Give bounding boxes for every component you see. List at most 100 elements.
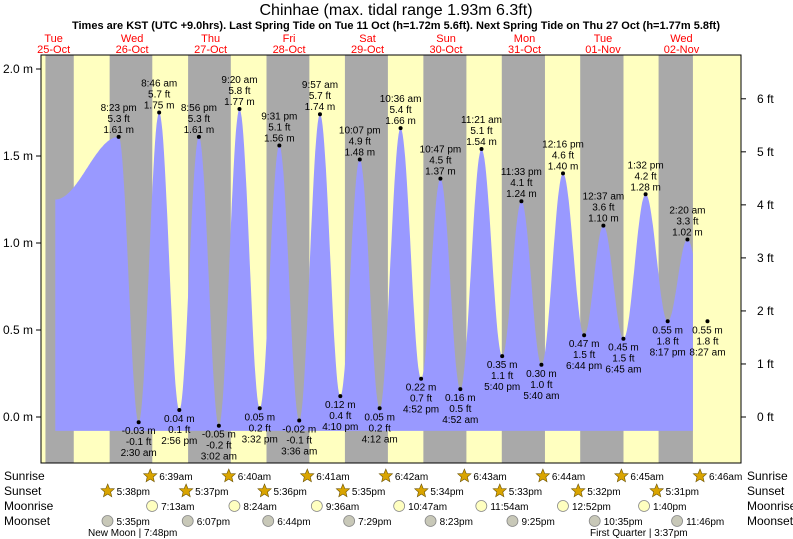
high-tide-time: 10:36 am <box>380 94 422 105</box>
sun-icon <box>614 468 629 483</box>
moonset-time: 8:23pm <box>440 517 473 528</box>
high-tide-time: 10:07 pm <box>339 125 381 136</box>
high-tide-time: 8:23 pm <box>101 103 137 114</box>
low-tide-metres: -0.03 m <box>122 426 156 437</box>
moonset-time: 10:35pm <box>604 517 643 528</box>
high-tide-time: 9:20 am <box>221 75 257 86</box>
sunset-time: 5:36pm <box>274 487 307 498</box>
high-tide-point <box>277 143 282 148</box>
low-tide-point <box>665 319 670 324</box>
low-tide-metres: 0.35 m <box>487 360 518 371</box>
low-tide-metres: 0.55 m <box>652 325 683 336</box>
high-tide-feet: 5.4 ft <box>389 105 411 116</box>
low-tide-feet: 0.7 ft <box>410 394 432 405</box>
high-tide-point <box>196 134 201 139</box>
low-tide-metres: 0.30 m <box>526 369 557 380</box>
low-tide-point <box>136 420 141 425</box>
astronomy-rows: Sunrise Sunset Moonrise Moonset Sunrise … <box>4 468 793 539</box>
low-tide-metres: -0.02 m <box>282 424 316 435</box>
moonset-icon <box>262 515 275 527</box>
low-tide-point <box>582 333 587 338</box>
moonrise-icon <box>638 500 650 512</box>
high-tide-point <box>116 134 121 139</box>
left-tick-label: 2.0 m <box>3 62 33 76</box>
moonrise-time: 9:36am <box>326 502 359 513</box>
sun-icon <box>456 468 472 483</box>
low-tide-metres: 0.05 m <box>244 412 275 423</box>
sunset-row-label-right: Sunset <box>747 484 785 498</box>
day-date: 30-Oct <box>430 44 463 56</box>
right-tick-label: 1 ft <box>757 357 774 371</box>
low-tide-point <box>216 423 221 428</box>
sunrise-time: 6:45am <box>630 472 663 483</box>
sunrise-time: 6:39am <box>159 472 192 483</box>
high-tide-time: 11:33 pm <box>501 167 542 178</box>
high-tide-time: 11:21 am <box>461 115 502 126</box>
low-tide-metres: 0.55 m <box>692 325 723 336</box>
low-tide-time: 4:52 pm <box>403 405 439 416</box>
sunrise-time: 6:44am <box>552 472 585 483</box>
high-tide-feet: 5.1 ft <box>470 126 492 137</box>
sun-icon <box>100 483 116 498</box>
low-tide-feet: 1.8 ft <box>657 336 679 347</box>
moonset-icon <box>343 515 356 527</box>
high-tide-point <box>237 107 242 112</box>
moonset-time: 9:25pm <box>521 517 554 528</box>
chart-header: Chinhae (max. tidal range 1.93m 6.3ft) T… <box>72 2 720 32</box>
low-tide-time: 3:36 am <box>281 446 317 457</box>
low-tide-point <box>419 376 424 381</box>
low-tide-point <box>177 408 182 413</box>
high-tide-metres: 1.24 m <box>506 189 537 200</box>
day-name: Wed <box>670 33 692 45</box>
chart-subtitle: Times are KST (UTC +9.0hrs). Last Spring… <box>72 20 720 32</box>
high-tide-point <box>601 223 606 228</box>
sun-icon <box>378 468 394 483</box>
day-name: Tue <box>44 33 63 45</box>
low-tide-feet: 1.1 ft <box>491 371 513 382</box>
sun-icon <box>221 468 237 483</box>
day-date: 28-Oct <box>273 44 306 56</box>
high-tide-point <box>561 171 566 176</box>
high-tide-time: 8:56 pm <box>181 103 217 114</box>
low-tide-point <box>500 354 505 359</box>
high-tide-feet: 4.2 ft <box>634 171 656 182</box>
high-tide-metres: 1.48 m <box>344 147 375 158</box>
low-tide-time: 4:52 am <box>442 415 478 426</box>
day-labels: Tue25-OctWed26-OctThu27-OctFri28-OctSat2… <box>37 33 700 56</box>
moon-phase-new-moon: New Moon | 7:48pm <box>88 528 177 539</box>
moonset-time: 6:44pm <box>277 517 310 528</box>
low-tide-feet: -0.1 ft <box>286 435 312 446</box>
high-tide-feet: 4.9 ft <box>349 136 371 147</box>
high-tide-metres: 1.61 m <box>184 125 215 136</box>
high-tide-metres: 1.10 m <box>588 214 619 225</box>
low-tide-feet: 1.0 ft <box>530 380 552 391</box>
moonrise-time: 1:40pm <box>653 502 686 513</box>
day-date: 25-Oct <box>37 44 70 56</box>
moonset-row-label-left: Moonset <box>4 514 51 528</box>
sunset-time: 5:32pm <box>587 487 620 498</box>
low-tide-metres: 0.22 m <box>406 383 437 394</box>
high-tide-time: 1:32 pm <box>628 160 664 171</box>
right-tick-label: 4 ft <box>757 198 774 212</box>
low-tide-time: 5:40 pm <box>484 382 520 393</box>
moonset-icon <box>671 515 683 527</box>
moonset-time: 5:35pm <box>116 517 149 528</box>
moonset-icon <box>101 515 114 527</box>
high-tide-feet: 3.6 ft <box>592 203 614 214</box>
high-tide-point <box>398 126 403 131</box>
sun-icon <box>142 468 158 483</box>
chart-title: Chinhae (max. tidal range 1.93m 6.3ft) <box>259 2 532 19</box>
high-tide-feet: 4.1 ft <box>510 178 532 189</box>
high-tide-point <box>685 237 690 242</box>
low-tide-feet: -0.1 ft <box>126 437 152 448</box>
axes: 0.0 m 0.5 m 1.0 m 1.5 m 2.0 m 0 ft 1 ft 2 ft 3 f… <box>3 62 774 424</box>
sunset-time: 5:37pm <box>195 487 228 498</box>
low-tide-point <box>458 387 463 392</box>
left-tick-label: 0.5 m <box>3 323 33 337</box>
moon-phase-first-quarter: First Quarter | 3:37pm <box>590 528 688 539</box>
low-tide-point <box>621 336 626 341</box>
moonset-icon <box>424 515 437 527</box>
day-date: 26-Oct <box>116 44 149 56</box>
high-tide-metres: 1.74 m <box>305 102 336 113</box>
low-tide-metres: 0.45 m <box>608 343 639 354</box>
